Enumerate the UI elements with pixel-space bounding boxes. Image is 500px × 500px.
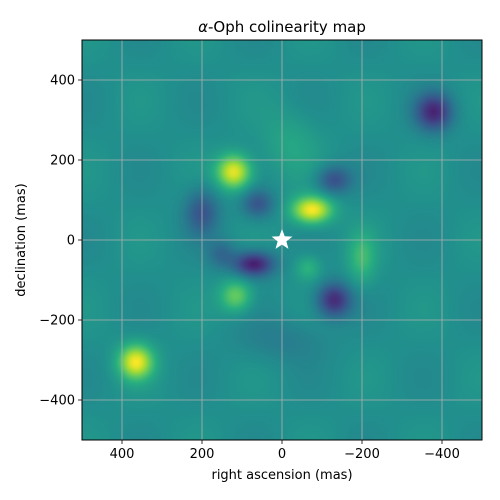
y-tick-label: 0 (67, 234, 75, 249)
chart-title: α-Oph colinearity map (198, 18, 366, 36)
y-tick-label: −200 (39, 314, 75, 329)
x-tick-label: 200 (190, 447, 215, 462)
x-tick-label: −200 (344, 447, 380, 462)
y-tick-label: −400 (39, 394, 75, 409)
y-tick-label: 400 (50, 74, 75, 89)
chart-title-symbol: α (198, 18, 208, 36)
x-axis-label: right ascension (mas) (211, 468, 352, 483)
x-axis: 400 200 0 −200 −400 (110, 440, 460, 462)
y-tick-label: 200 (50, 154, 75, 169)
y-axis-label: declination (mas) (14, 183, 29, 296)
star-marker (271, 229, 293, 249)
x-tick-label: 400 (110, 447, 135, 462)
chart-title-rest: -Oph colinearity map (208, 18, 366, 36)
x-tick-label: 0 (278, 447, 286, 462)
y-axis: 400 200 0 −200 −400 (39, 74, 82, 409)
plot-area (81, 39, 483, 441)
markers-layer (271, 229, 293, 249)
x-tick-label: −400 (424, 447, 460, 462)
